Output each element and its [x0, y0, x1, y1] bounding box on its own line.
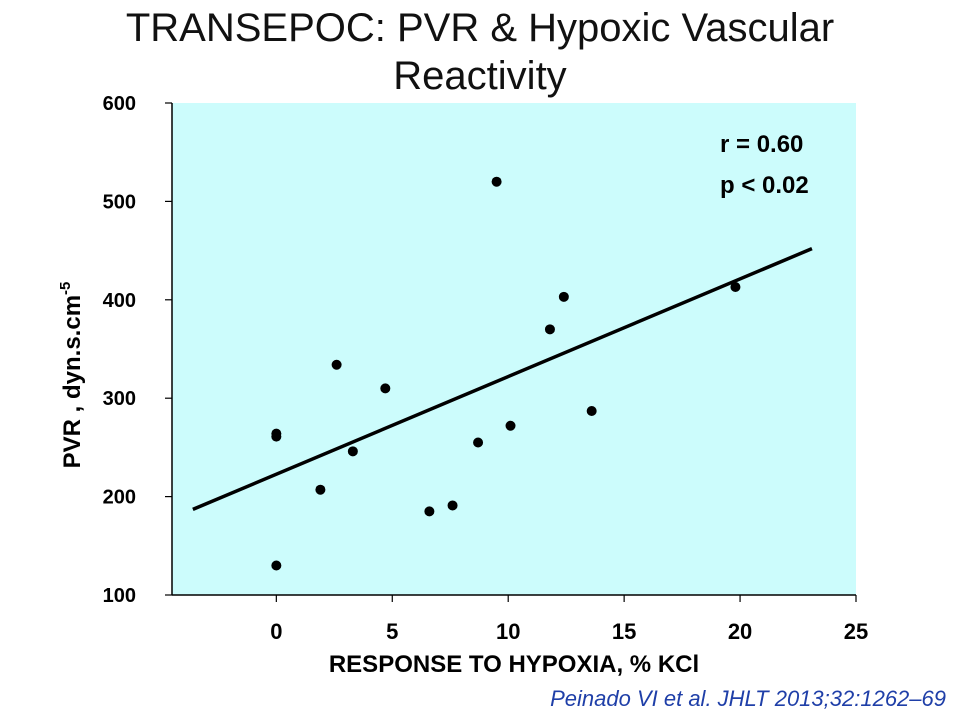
tick-marks [165, 102, 857, 602]
x-tick-label: 15 [612, 619, 636, 644]
data-points [271, 176, 741, 571]
tick-labels: 100 200 300 400 500 600 0 5 10 15 20 25 [103, 93, 869, 644]
title-line-1: TRANSEPOC: PVR & Hypoxic Vascular [125, 6, 835, 50]
y-axis-label-superscript: -5 [57, 282, 74, 295]
y-tick-label: 600 [103, 93, 136, 115]
y-tick-label: 400 [103, 290, 136, 312]
chart-title: TRANSEPOC: PVR & Hypoxic Vascular Reacti… [0, 4, 960, 100]
y-tick-label: 300 [103, 388, 136, 410]
data-point [447, 500, 458, 511]
data-point [558, 291, 569, 302]
title-line-2: Reactivity [393, 54, 567, 98]
data-point [271, 560, 282, 571]
annotation-r: r = 0.60 [720, 131, 803, 158]
data-point [491, 176, 502, 187]
y-tick-label: 100 [103, 585, 136, 607]
data-point [473, 437, 484, 448]
data-point [586, 405, 597, 416]
data-point [271, 428, 282, 439]
y-axis-label: PVR , dyn.s.cm-5 [57, 282, 86, 469]
y-tick-label: 200 [103, 487, 136, 509]
data-point [424, 506, 435, 517]
x-tick-label: 5 [386, 619, 398, 644]
axes [171, 103, 856, 596]
x-tick-label: 20 [728, 619, 752, 644]
data-point [315, 484, 326, 495]
annotation-p: p < 0.02 [720, 172, 809, 199]
regression-line [192, 247, 813, 512]
data-point [544, 324, 555, 335]
x-axis-label: RESPONSE TO HYPOXIA, % KCl [329, 651, 699, 678]
x-tick-label: 10 [496, 619, 520, 644]
x-tick-label: 0 [270, 619, 282, 644]
citation: Peinado VI et al. JHLT 2013;32:1262–69 [550, 686, 946, 711]
x-tick-label: 25 [844, 619, 868, 644]
data-point [380, 383, 391, 394]
data-point [331, 359, 342, 370]
plot-area [172, 103, 856, 595]
y-tick-label: 500 [103, 191, 136, 213]
data-point [505, 420, 516, 431]
data-point [730, 282, 741, 293]
data-point [347, 446, 358, 457]
